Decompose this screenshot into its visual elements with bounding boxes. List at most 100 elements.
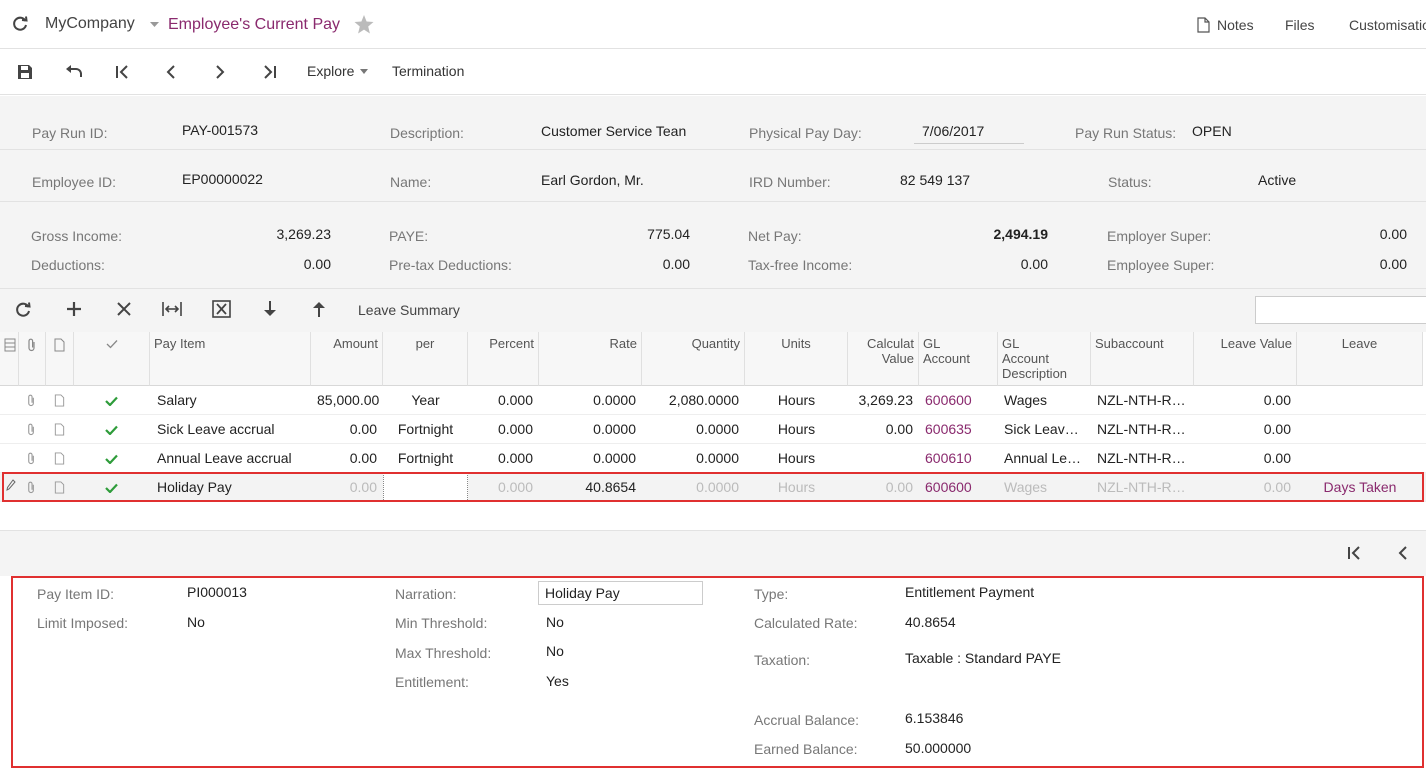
quantity-cell[interactable]: 0.0000 xyxy=(696,421,739,437)
table-row[interactable]: Salary 85,000.00 Year 0.000 0.0000 2,080… xyxy=(0,386,1426,415)
paperclip-icon[interactable] xyxy=(26,481,37,494)
subaccount-cell[interactable]: NZL-NTH-R… xyxy=(1097,479,1186,495)
rate-cell[interactable]: 0.0000 xyxy=(593,450,636,466)
leave-value-cell[interactable]: 0.00 xyxy=(1263,479,1291,495)
amount-cell[interactable]: 0.00 xyxy=(349,421,377,437)
units-header[interactable]: Units xyxy=(745,332,848,386)
physical-pay-day-field[interactable]: 7/06/2017 xyxy=(914,120,1024,144)
star-icon[interactable] xyxy=(354,15,374,34)
percent-cell[interactable]: 0.000 xyxy=(497,392,533,408)
amount-header[interactable]: Amount xyxy=(311,332,383,386)
paperclip-icon[interactable] xyxy=(26,394,37,407)
paperclip-icon[interactable] xyxy=(26,423,37,436)
company-name[interactable]: MyCompany xyxy=(45,15,135,32)
subaccount-cell[interactable]: NZL-NTH-R… xyxy=(1097,450,1186,466)
delete-row-icon[interactable] xyxy=(115,300,133,318)
termination-button[interactable]: Termination xyxy=(392,63,465,79)
units-cell[interactable]: Hours xyxy=(777,392,816,408)
calculated-value-cell[interactable] xyxy=(848,444,919,473)
gl-description-cell[interactable]: Wages xyxy=(1004,392,1048,408)
gl-account-cell[interactable]: 600610 xyxy=(925,450,972,466)
leave-cell[interactable] xyxy=(1297,444,1423,473)
undo-icon[interactable] xyxy=(63,61,85,83)
units-cell[interactable]: Hours xyxy=(777,450,816,466)
pay-item-cell[interactable]: Sick Leave accrual xyxy=(157,421,275,437)
employee-id-link[interactable]: EP00000022 xyxy=(182,171,263,187)
quantity-cell[interactable]: 0.0000 xyxy=(696,450,739,466)
pay-item-header[interactable]: Pay Item xyxy=(150,332,311,386)
per-cell-editor[interactable] xyxy=(383,473,468,502)
pay-item-cell[interactable]: Annual Leave accrual xyxy=(157,450,292,466)
subaccount-cell[interactable]: NZL-NTH-R… xyxy=(1097,392,1186,408)
paperclip-icon[interactable] xyxy=(26,452,37,465)
table-row[interactable]: Annual Leave accrual 0.00 Fortnight 0.00… xyxy=(0,444,1426,473)
rate-cell[interactable]: 40.8654 xyxy=(585,479,636,495)
per-cell[interactable]: Year xyxy=(411,392,440,408)
add-row-icon[interactable] xyxy=(65,300,83,318)
leave-value-cell[interactable]: 0.00 xyxy=(1263,392,1291,408)
document-icon[interactable] xyxy=(54,423,65,436)
first-record-icon[interactable] xyxy=(112,61,134,83)
move-down-icon[interactable] xyxy=(262,300,278,318)
quantity-cell[interactable]: 2,080.0000 xyxy=(668,392,739,408)
gl-description-cell[interactable]: Wages xyxy=(1004,479,1048,495)
check-icon[interactable] xyxy=(105,396,118,406)
leave-cell[interactable] xyxy=(1297,386,1423,415)
grid-refresh-icon[interactable] xyxy=(14,301,32,319)
notes-button[interactable]: Notes xyxy=(1217,17,1254,33)
percent-header[interactable]: Percent xyxy=(468,332,539,386)
document-icon[interactable] xyxy=(54,452,65,465)
units-cell[interactable]: Hours xyxy=(777,421,816,437)
subaccount-cell[interactable]: NZL-NTH-R… xyxy=(1097,421,1186,437)
gl-account-cell[interactable]: 600635 xyxy=(925,421,972,437)
caret-down-icon[interactable] xyxy=(150,22,159,28)
per-cell[interactable]: Fortnight xyxy=(397,450,454,466)
rate-cell[interactable]: 0.0000 xyxy=(593,421,636,437)
leave-cell[interactable]: Days Taken xyxy=(1323,479,1397,495)
rate-header[interactable]: Rate xyxy=(539,332,642,386)
rate-cell[interactable]: 0.0000 xyxy=(593,392,636,408)
per-header[interactable]: per xyxy=(383,332,468,386)
check-icon[interactable] xyxy=(105,454,118,464)
explore-menu[interactable]: Explore xyxy=(307,63,355,79)
export-excel-icon[interactable] xyxy=(212,300,231,318)
per-cell[interactable]: Fortnight xyxy=(397,421,454,437)
amount-cell[interactable]: 0.00 xyxy=(349,450,377,466)
leave-value-cell[interactable]: 0.00 xyxy=(1263,450,1291,466)
pager-first-icon[interactable] xyxy=(1347,545,1363,561)
percent-cell[interactable]: 0.000 xyxy=(497,479,533,495)
table-row[interactable]: Sick Leave accrual 0.00 Fortnight 0.000 … xyxy=(0,415,1426,444)
gl-account-cell[interactable]: 600600 xyxy=(925,479,972,495)
leave-cell[interactable] xyxy=(1297,415,1423,444)
previous-record-icon[interactable] xyxy=(160,61,182,83)
document-icon[interactable] xyxy=(54,394,65,407)
calculated-value-header[interactable]: Calculat Value xyxy=(848,332,919,386)
fit-columns-icon[interactable] xyxy=(162,300,182,318)
customisation-button[interactable]: Customisatio xyxy=(1349,17,1426,33)
last-record-icon[interactable] xyxy=(258,61,280,83)
gl-description-cell[interactable]: Annual Le… xyxy=(1004,450,1082,466)
subaccount-header[interactable]: Subaccount xyxy=(1091,332,1194,386)
percent-cell[interactable]: 0.000 xyxy=(497,450,533,466)
calculated-value-cell[interactable]: 0.00 xyxy=(885,421,913,437)
document-icon[interactable] xyxy=(54,481,65,494)
pay-item-cell[interactable]: Holiday Pay xyxy=(157,479,232,495)
files-button[interactable]: Files xyxy=(1285,17,1315,33)
narration-input[interactable]: Holiday Pay xyxy=(538,581,703,605)
amount-cell[interactable]: 85,000.00 xyxy=(317,392,380,408)
pay-item-cell[interactable]: Salary xyxy=(157,392,197,408)
quantity-header[interactable]: Quantity xyxy=(642,332,745,386)
calculated-value-cell[interactable]: 0.00 xyxy=(885,479,913,495)
pager-previous-icon[interactable] xyxy=(1396,545,1410,561)
amount-cell[interactable]: 0.00 xyxy=(349,479,377,495)
grid-search-input[interactable] xyxy=(1255,296,1426,324)
check-icon[interactable] xyxy=(105,425,118,435)
next-record-icon[interactable] xyxy=(209,61,231,83)
percent-cell[interactable]: 0.000 xyxy=(497,421,533,437)
gl-account-description-header[interactable]: GL Account Description xyxy=(998,332,1091,386)
refresh-icon[interactable] xyxy=(11,15,29,33)
notes-icon[interactable] xyxy=(1197,17,1210,33)
check-icon[interactable] xyxy=(105,483,118,493)
gl-account-cell[interactable]: 600600 xyxy=(925,392,972,408)
leave-summary-button[interactable]: Leave Summary xyxy=(358,302,460,318)
